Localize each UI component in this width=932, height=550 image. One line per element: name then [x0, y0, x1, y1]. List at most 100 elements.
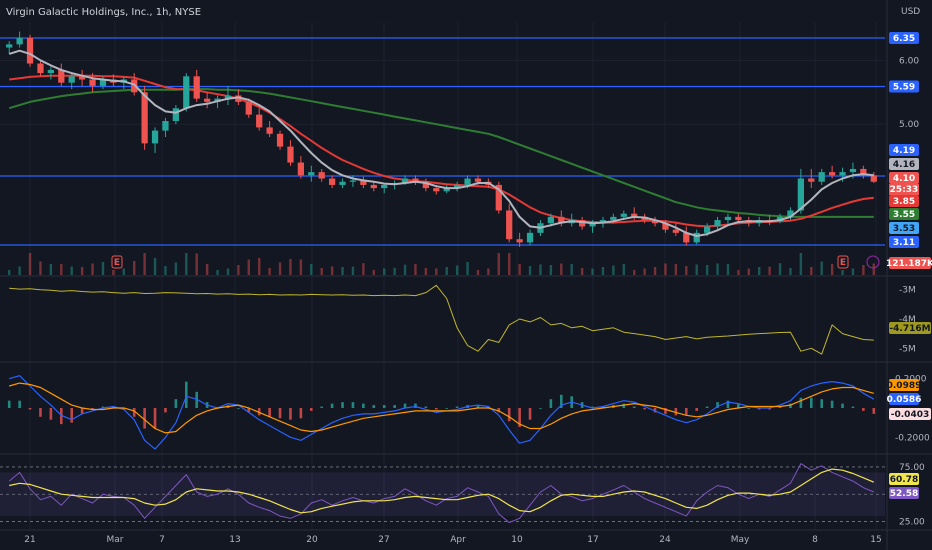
macd-histogram-bar — [757, 408, 761, 410]
price-tag-level-2-bg — [889, 80, 919, 93]
time-tick-label: 10 — [511, 535, 523, 545]
candle-body — [516, 239, 523, 243]
macd-histogram-bar — [622, 403, 626, 408]
macd-histogram-bar — [789, 403, 792, 408]
macd-histogram-bar — [362, 403, 365, 408]
volume-bar — [653, 267, 657, 275]
volume-bar — [799, 253, 803, 275]
macd-tick-label: -0.2000 — [895, 433, 930, 443]
volume-bar — [268, 268, 271, 275]
candle-body — [47, 69, 54, 74]
macd-histogram-bar — [403, 403, 407, 408]
candle-body — [79, 76, 86, 80]
volume-bar — [539, 264, 542, 275]
price-tick-label: 6.00 — [899, 56, 919, 66]
candle-body — [787, 210, 794, 217]
candle-body — [589, 223, 596, 227]
macd-histogram-bar — [320, 406, 324, 408]
macd-pane[interactable] — [7, 375, 876, 450]
candle-body — [412, 178, 419, 182]
volume-bar — [80, 267, 84, 275]
candle-body — [422, 181, 429, 189]
macd-histogram-bar — [184, 381, 188, 408]
volume-bar — [830, 264, 834, 275]
volume-bar — [8, 270, 11, 275]
price-tag-ma-slow-bg — [889, 208, 919, 220]
volume-bar — [226, 268, 230, 275]
macd-histogram-bar — [18, 400, 21, 408]
macd-histogram-bar — [768, 408, 771, 410]
candle-body — [360, 180, 367, 185]
time-tick-label: 17 — [587, 535, 598, 545]
macd-histogram-bar — [674, 408, 678, 416]
candle-body — [318, 172, 325, 179]
price-tag-last-bg — [889, 172, 919, 184]
volume-bar — [862, 265, 865, 275]
volume-bar — [164, 266, 167, 275]
volume-bar — [237, 265, 240, 275]
macd-histogram-bar — [237, 408, 240, 409]
macd-histogram-bar — [341, 402, 344, 408]
macd-histogram-bar — [330, 403, 334, 408]
candle-body — [16, 37, 23, 45]
macd-histogram-bar — [39, 408, 42, 417]
volume-bar — [153, 258, 157, 275]
macd-histogram-bar — [643, 408, 646, 410]
macd-histogram-bar — [28, 408, 32, 410]
candle-body — [224, 95, 232, 99]
macd-histogram-bar — [309, 408, 313, 411]
volume-bar — [403, 264, 407, 275]
macd-histogram-bar — [507, 408, 511, 422]
macd-histogram-bar — [112, 406, 115, 408]
volume-bar — [70, 266, 73, 275]
volume-bar — [49, 264, 53, 275]
earnings-marker-icon — [837, 255, 849, 269]
obv-tick-label: -4M — [899, 315, 916, 325]
candle-body — [579, 220, 586, 227]
macd-histogram-bar — [872, 408, 876, 414]
candle-body — [204, 98, 211, 102]
candle-body — [849, 168, 857, 173]
volume-bar — [174, 262, 178, 275]
rsi-pane[interactable] — [0, 463, 885, 524]
macd-histogram-bar — [726, 400, 730, 408]
candle-body — [370, 184, 377, 189]
obv-line — [9, 284, 874, 355]
candle-body — [26, 37, 34, 64]
volume-bar — [320, 268, 323, 275]
price-tag-level-3: 4.19 — [893, 146, 915, 156]
macd-value-tag-bg — [889, 393, 919, 405]
volume-bar — [685, 266, 688, 275]
volume-bar — [695, 264, 698, 275]
volume-bar — [768, 266, 771, 275]
macd-histogram-bar — [778, 406, 782, 408]
macd-histogram-bar — [7, 400, 11, 408]
volume-bar — [664, 263, 667, 275]
volume-bar — [330, 266, 334, 275]
volume-bar — [487, 268, 490, 275]
volume-bar — [633, 270, 636, 275]
macd-histogram-bar — [591, 406, 594, 408]
candle-body — [693, 232, 700, 243]
macd-histogram-bar — [59, 408, 63, 425]
volume-bar — [278, 262, 282, 275]
macd-histogram-bar — [684, 408, 688, 416]
candle-body — [329, 178, 336, 185]
macd-histogram-bar — [737, 403, 740, 408]
macd-histogram-bar — [476, 405, 480, 408]
countdown-label: 25:33 — [890, 185, 919, 195]
candle-body — [308, 172, 315, 176]
volume-bar — [91, 263, 94, 275]
macd-histogram-bar — [809, 397, 813, 408]
price-tag-level-2: 5.59 — [893, 83, 915, 93]
obv-tag-bg — [889, 322, 931, 334]
obv-pane[interactable] — [9, 284, 874, 355]
volume-bar — [28, 253, 32, 275]
volume-bar — [122, 268, 125, 275]
rsi-band — [0, 472, 885, 517]
candle-body — [620, 213, 627, 217]
candle-body — [724, 216, 732, 221]
